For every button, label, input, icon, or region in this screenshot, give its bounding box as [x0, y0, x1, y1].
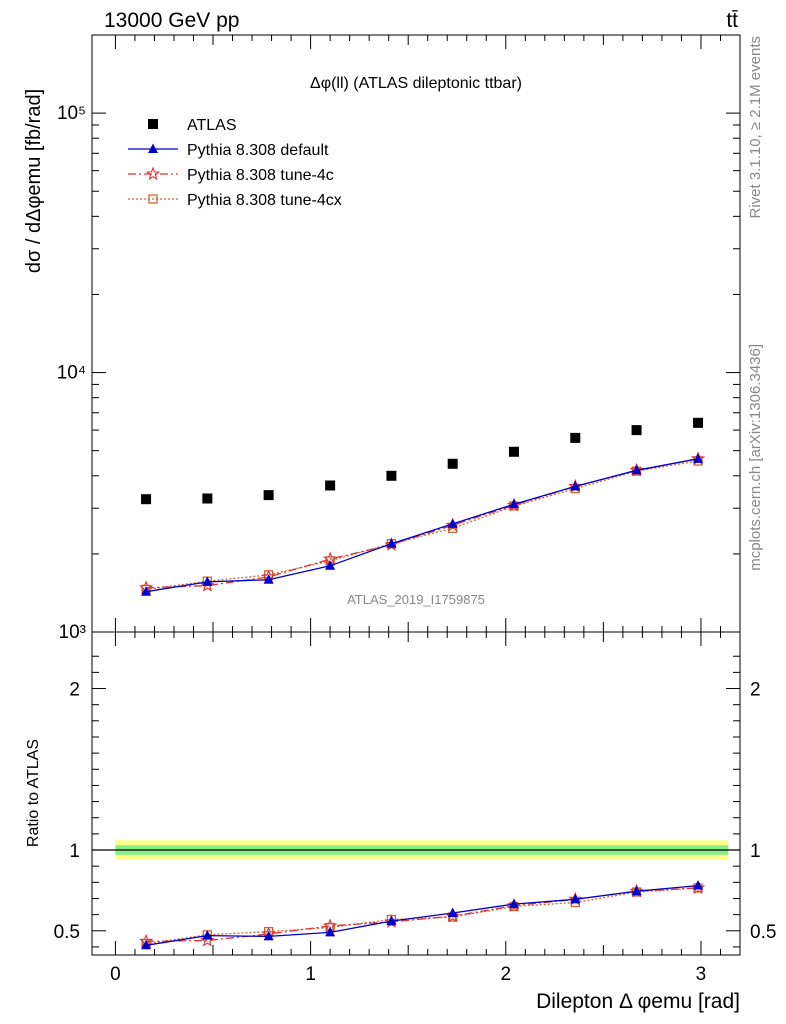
data-point — [631, 425, 642, 436]
data-point — [141, 494, 152, 505]
series-line — [145, 458, 699, 593]
data-point — [325, 560, 336, 570]
data-point — [386, 915, 397, 926]
ratio-y-axis-label: Ratio to ATLAS — [25, 739, 42, 847]
ratio-y-tick-label-right: 0.5 — [750, 922, 776, 943]
data-point — [447, 458, 458, 469]
data-point — [263, 930, 274, 941]
process-label: tt̄ — [726, 9, 738, 32]
data-point — [263, 490, 274, 501]
data-point — [508, 498, 519, 509]
series-line — [146, 460, 699, 591]
legend-marker — [148, 143, 158, 153]
data-point — [386, 470, 397, 481]
data-point — [447, 518, 458, 528]
ratio-y-tick-label: 2 — [69, 680, 80, 701]
legend: ATLAS Pythia 8.308 default Pythia 8.308 tu… — [128, 117, 342, 209]
y-axis-label: dσ / dΔφemu [fb/rad] — [23, 89, 45, 273]
main-title: Δφ(ll) (ATLAS dileptonic ttbar) — [310, 75, 522, 92]
y-tick-label: 10³ — [59, 622, 86, 643]
data-point — [386, 538, 397, 548]
mcplots-label: mcplots.cern.ch [arXiv:1306.3436] — [747, 344, 764, 571]
legend-label: Pythia 8.308 default — [187, 142, 329, 159]
legend-label: Pythia 8.308 tune-4c — [187, 167, 334, 184]
data-point — [263, 574, 274, 584]
data-point — [325, 480, 336, 491]
legend-label: ATLAS — [187, 117, 237, 134]
ratio-y-tick-label-right: 1 — [750, 841, 761, 862]
data-point — [570, 432, 581, 443]
energy-label: 13000 GeV pp — [104, 9, 239, 32]
data-point — [202, 576, 213, 586]
data-point — [693, 417, 704, 428]
data-point — [508, 446, 519, 457]
data-point — [202, 493, 213, 504]
ratio-panel: 0.5 0.5 1 1 2 2 0 1 2 3 Ratio to ATLAS Dilepton Δ… — [25, 631, 776, 1013]
legend-label: Pythia 8.308 tune-4cx — [187, 192, 342, 209]
series-line — [145, 884, 699, 946]
data-point — [570, 893, 581, 904]
x-tick-label: 0 — [110, 964, 121, 985]
legend-marker — [145, 166, 161, 181]
legend-marker — [148, 194, 158, 204]
watermark: ATLAS_2019_I1759875 — [347, 592, 485, 607]
data-point — [325, 926, 336, 937]
ratio-y-tick-label-right: 2 — [750, 680, 761, 701]
data-point — [445, 908, 460, 923]
data-point — [631, 885, 642, 896]
data-point — [141, 586, 152, 596]
series-line — [146, 887, 699, 942]
y-tick-label: 10⁵ — [57, 103, 86, 124]
ratio-y-tick-label: 0.5 — [54, 922, 80, 943]
x-tick-label: 3 — [696, 964, 707, 985]
legend-marker — [148, 119, 158, 129]
ratio-y-tick-label: 1 — [69, 841, 80, 862]
data-point — [200, 578, 215, 592]
ratio-frame — [91, 631, 741, 956]
data-point — [141, 939, 152, 950]
rivet-label: Rivet 3.1.10, ≥ 2.1M events — [747, 36, 764, 219]
data-point — [631, 464, 642, 475]
series-line — [146, 458, 699, 589]
data-point — [570, 480, 581, 491]
series-line — [146, 887, 699, 945]
data-point — [508, 898, 519, 909]
x-tick-label: 2 — [500, 964, 511, 985]
data-point — [693, 880, 704, 890]
data-point — [447, 907, 458, 918]
main-panel: 10³ 10⁴ 10⁵ Δφ(ll) (ATLAS dileptonic ttbar… — [23, 34, 741, 643]
data-point — [202, 930, 213, 940]
x-tick-label: 1 — [305, 964, 316, 985]
x-axis-label: Dilepton Δ φemu [rad] — [536, 990, 740, 1013]
data-point — [693, 453, 704, 463]
y-tick-label: 10⁴ — [57, 363, 86, 384]
